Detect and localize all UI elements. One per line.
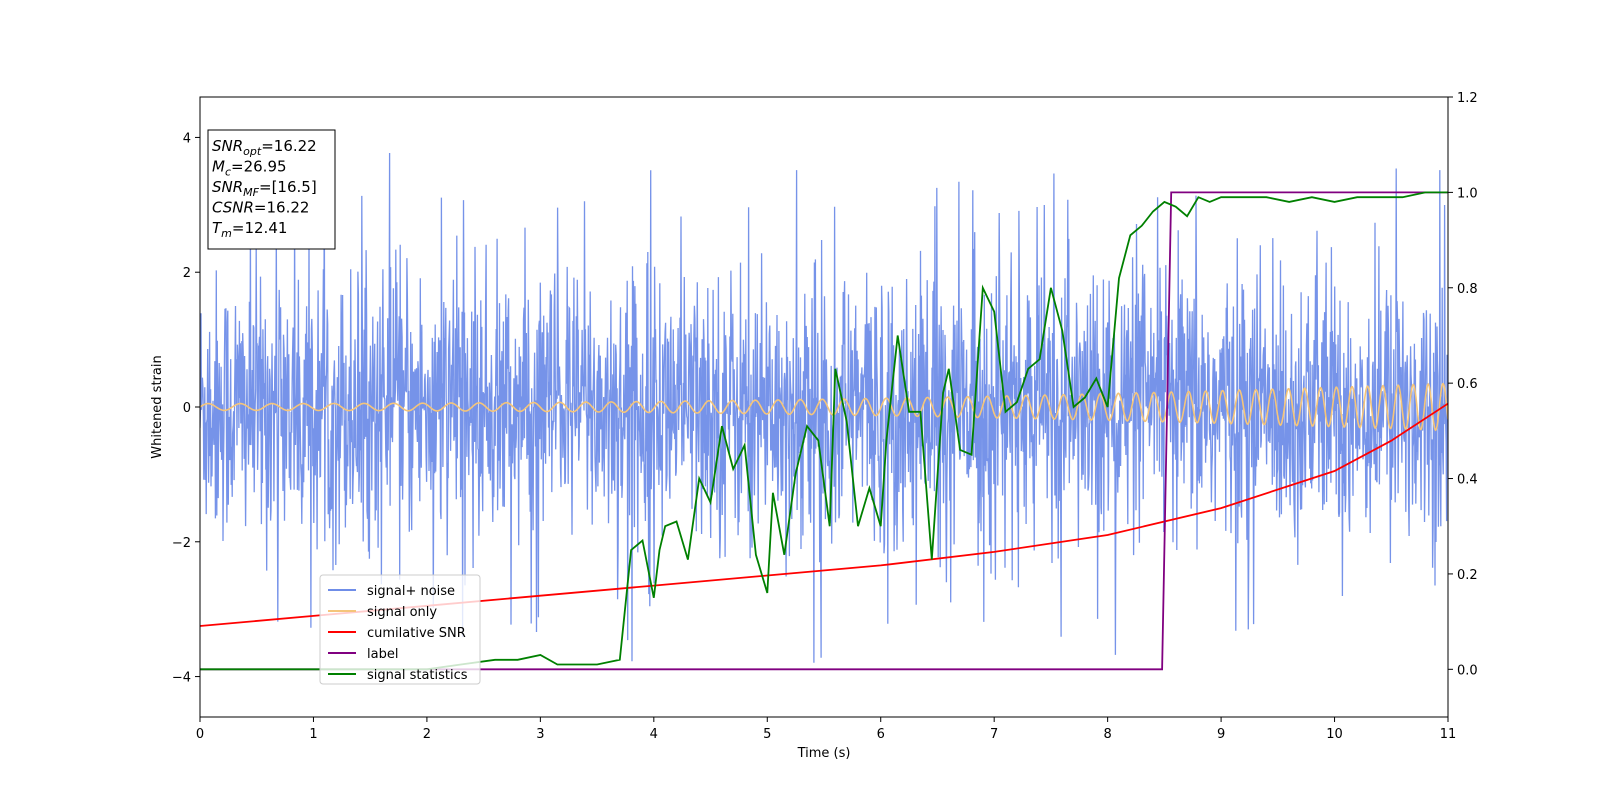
y2-tick-label: 0.2 — [1457, 568, 1478, 583]
x-tick-label: 1 — [309, 727, 317, 742]
x-tick-label: 6 — [877, 727, 885, 742]
x-tick-label: 3 — [536, 727, 544, 742]
x-tick-label: 4 — [650, 727, 658, 742]
legend: signal+ noise signal only cumilative SNR la… — [319, 574, 481, 685]
series-label — [200, 191, 1448, 671]
x-tick-label: 11 — [1440, 727, 1457, 742]
info-box: SNRopt=16.22Mc=26.95SNRMF=[16.5]CSNR=16.… — [207, 129, 336, 250]
y2-tick-label: 0.0 — [1457, 663, 1478, 678]
x-axis-label: Time (s) — [797, 746, 851, 761]
y-tick-label: 4 — [183, 131, 191, 146]
legend-frame — [319, 574, 481, 685]
x-tick-label: 8 — [1103, 727, 1111, 742]
y-axis-label: Whitened strain — [150, 355, 165, 458]
series-signal-statistics — [200, 191, 1448, 671]
y2-tick-label: 1.0 — [1457, 186, 1478, 201]
y2-tick-label: 0.6 — [1457, 377, 1478, 392]
x-tick-label: 0 — [196, 727, 204, 742]
x-axis: 0 1 2 3 4 5 6 7 8 9 10 11 — [196, 717, 1456, 742]
info-box-frame — [207, 129, 336, 250]
x-tick-label: 10 — [1326, 727, 1343, 742]
info-box-line: Mc=26.95 — [212, 158, 287, 179]
legend-label: signal only — [367, 605, 437, 620]
y2-tick-label: 0.8 — [1457, 282, 1478, 297]
legend-label: cumilative SNR — [367, 626, 466, 641]
info-box-line: SNRopt=16.22 — [212, 137, 317, 158]
y2-tick-label: 1.2 — [1457, 91, 1478, 106]
legend-label: label — [367, 647, 398, 662]
y-tick-label: 0 — [183, 401, 191, 416]
y2-tick-label: 0.4 — [1457, 473, 1478, 488]
y-tick-label: −4 — [172, 671, 191, 686]
x-tick-label: 5 — [763, 727, 771, 742]
y-tick-label: −2 — [172, 536, 191, 551]
x-tick-label: 7 — [990, 727, 998, 742]
info-box-line: SNRMF=[16.5] — [212, 178, 317, 199]
info-box-line: CSNR=16.22 — [212, 199, 309, 217]
y-axis-right: 0.0 0.2 0.4 0.6 0.8 1.0 1.2 — [1448, 91, 1478, 678]
y-tick-label: 2 — [183, 266, 191, 281]
y-axis-left: −4 −2 0 2 4 — [172, 131, 200, 686]
x-tick-label: 2 — [423, 727, 431, 742]
x-tick-label: 9 — [1217, 727, 1225, 742]
series-signal-only — [200, 382, 1448, 432]
info-box-line: Tm=12.41 — [212, 219, 287, 240]
legend-label: signal statistics — [367, 668, 468, 683]
legend-label: signal+ noise — [367, 584, 455, 599]
